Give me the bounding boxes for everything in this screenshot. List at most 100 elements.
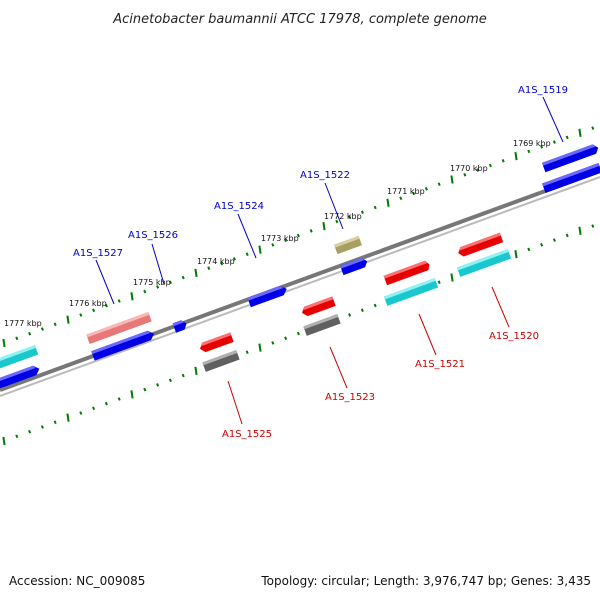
gene-feature-A1S_1526[interactable] — [172, 319, 189, 333]
scale-label: 1773 kbp — [261, 234, 299, 243]
gene-feature-A1S_1523-b[interactable] — [303, 314, 341, 336]
genome-backbone — [0, 169, 600, 397]
scale-minor-tick — [245, 350, 249, 354]
gene-feature-A1S_1522[interactable] — [334, 235, 362, 255]
scale-minor-tick — [412, 191, 416, 196]
gene-feature-small-blue[interactable] — [340, 257, 369, 276]
scale-minor-tick — [348, 313, 352, 317]
scale-minor-tick — [92, 308, 96, 313]
accession-text: Accession: NC_009085 — [9, 574, 146, 588]
scale-minor-tick — [15, 434, 19, 439]
gene-feature-A1S_1524[interactable] — [247, 284, 288, 308]
callout-line — [324, 182, 344, 230]
backbone-inner — [0, 176, 600, 397]
scale-minor-tick — [476, 168, 480, 172]
scale-minor-tick — [540, 145, 544, 149]
scale-minor-tick — [143, 387, 147, 392]
callout-line — [151, 243, 165, 285]
scale-minor-tick — [424, 187, 428, 191]
scale-minor-tick — [53, 420, 57, 425]
gene-feature-A1S_1527-b[interactable] — [91, 329, 156, 361]
scale-minor-tick — [271, 243, 275, 247]
topology-text: Topology: circular; Length: 3,976,747 bp… — [261, 574, 591, 588]
scale-major-tick — [194, 366, 198, 376]
gene-label-A1S_1527[interactable]: A1S_1527 — [73, 248, 123, 259]
scale-minor-tick — [181, 275, 185, 280]
scale-label: 1777 kbp — [4, 319, 42, 328]
scale-minor-tick — [527, 149, 531, 154]
scale-minor-tick — [399, 196, 403, 200]
gene-feature-A1S_1523-a[interactable] — [300, 296, 336, 317]
callout-line — [329, 346, 348, 389]
scale-minor-tick — [296, 331, 300, 336]
gene-feature-left-blue[interactable] — [0, 364, 41, 392]
gene-feature-A1S_1519-a[interactable] — [541, 143, 600, 173]
scale-minor-tick — [28, 331, 32, 336]
gene-feature-A1S_1525-a[interactable] — [198, 332, 234, 353]
gene-label-A1S_1520[interactable]: A1S_1520 — [489, 331, 539, 342]
gene-feature-A1S_1520-b[interactable] — [456, 249, 512, 277]
scale-minor-tick — [168, 280, 172, 285]
gene-feature-left-cyan[interactable] — [0, 345, 39, 372]
gene-feature-A1S_1527-a[interactable] — [86, 312, 152, 344]
callout-line — [418, 313, 437, 356]
scale-major-tick — [450, 175, 454, 184]
scale-major-tick — [578, 128, 582, 137]
scale-track-upper — [2, 126, 595, 348]
scale-major-tick — [322, 222, 326, 231]
scale-minor-tick — [540, 243, 544, 247]
callout-line — [542, 96, 564, 143]
scale-major-tick — [194, 268, 198, 278]
gene-callouts — [95, 96, 564, 425]
scale-label: 1771 kbp — [387, 187, 425, 196]
gene-label-A1S_1526[interactable]: A1S_1526 — [128, 230, 178, 241]
scale-minor-tick — [40, 327, 44, 331]
scale-minor-tick — [360, 308, 364, 312]
gene-label-A1S_1521[interactable]: A1S_1521 — [415, 359, 465, 370]
scale-minor-tick — [348, 215, 352, 219]
scale-major-tick — [66, 413, 70, 422]
scale-minor-tick — [463, 173, 467, 177]
scale-minor-tick — [527, 247, 531, 252]
scale-minor-tick — [335, 219, 339, 224]
gene-feature-A1S_1521-a[interactable] — [383, 260, 432, 286]
gene-label-A1S_1522[interactable]: A1S_1522 — [300, 170, 350, 181]
gene-label-A1S_1519[interactable]: A1S_1519 — [518, 85, 568, 96]
gene-label-A1S_1524[interactable]: A1S_1524 — [214, 201, 264, 212]
scale-major-tick — [2, 436, 6, 446]
gene-feature-A1S_1520-a[interactable] — [457, 232, 504, 258]
scale-minor-tick — [92, 406, 96, 411]
gene-label-A1S_1525[interactable]: A1S_1525 — [222, 429, 272, 440]
scale-label: 1772 kbp — [324, 212, 362, 221]
scale-minor-tick — [207, 266, 211, 270]
gene-feature-A1S_1521-b[interactable] — [383, 278, 439, 306]
scale-minor-tick — [437, 280, 441, 284]
scale-label: 1775 kbp — [133, 278, 171, 287]
scale-label: 1774 kbp — [197, 257, 235, 266]
callout-line — [237, 213, 257, 259]
callout-line — [95, 259, 115, 305]
gene-label-A1S_1523[interactable]: A1S_1523 — [325, 392, 375, 403]
scale-major-tick — [514, 151, 518, 161]
gene-features — [0, 143, 600, 392]
scale-minor-tick — [501, 159, 505, 163]
scale-major-tick — [2, 338, 6, 348]
scale-minor-tick — [591, 224, 595, 228]
scale-minor-tick — [156, 285, 160, 289]
scale-minor-tick — [296, 233, 300, 238]
scale-minor-tick — [220, 261, 224, 266]
scale-minor-tick — [156, 383, 160, 387]
gene-feature-A1S_1519-b[interactable] — [542, 163, 600, 193]
scale-minor-tick — [40, 425, 44, 429]
gene-feature-A1S_1525-b[interactable] — [202, 350, 240, 372]
scale-minor-tick — [79, 411, 83, 415]
scale-minor-tick — [552, 140, 556, 144]
scale-major-tick — [258, 245, 262, 254]
gene-labels: A1S_1519 A1S_1522 A1S_1524 A1S_1526 A1S_… — [73, 85, 568, 440]
scale-minor-tick — [309, 229, 313, 233]
scale-minor-tick — [373, 303, 377, 308]
scale-minor-tick — [143, 289, 147, 294]
scale-minor-tick — [360, 210, 364, 214]
callout-line — [491, 286, 510, 328]
